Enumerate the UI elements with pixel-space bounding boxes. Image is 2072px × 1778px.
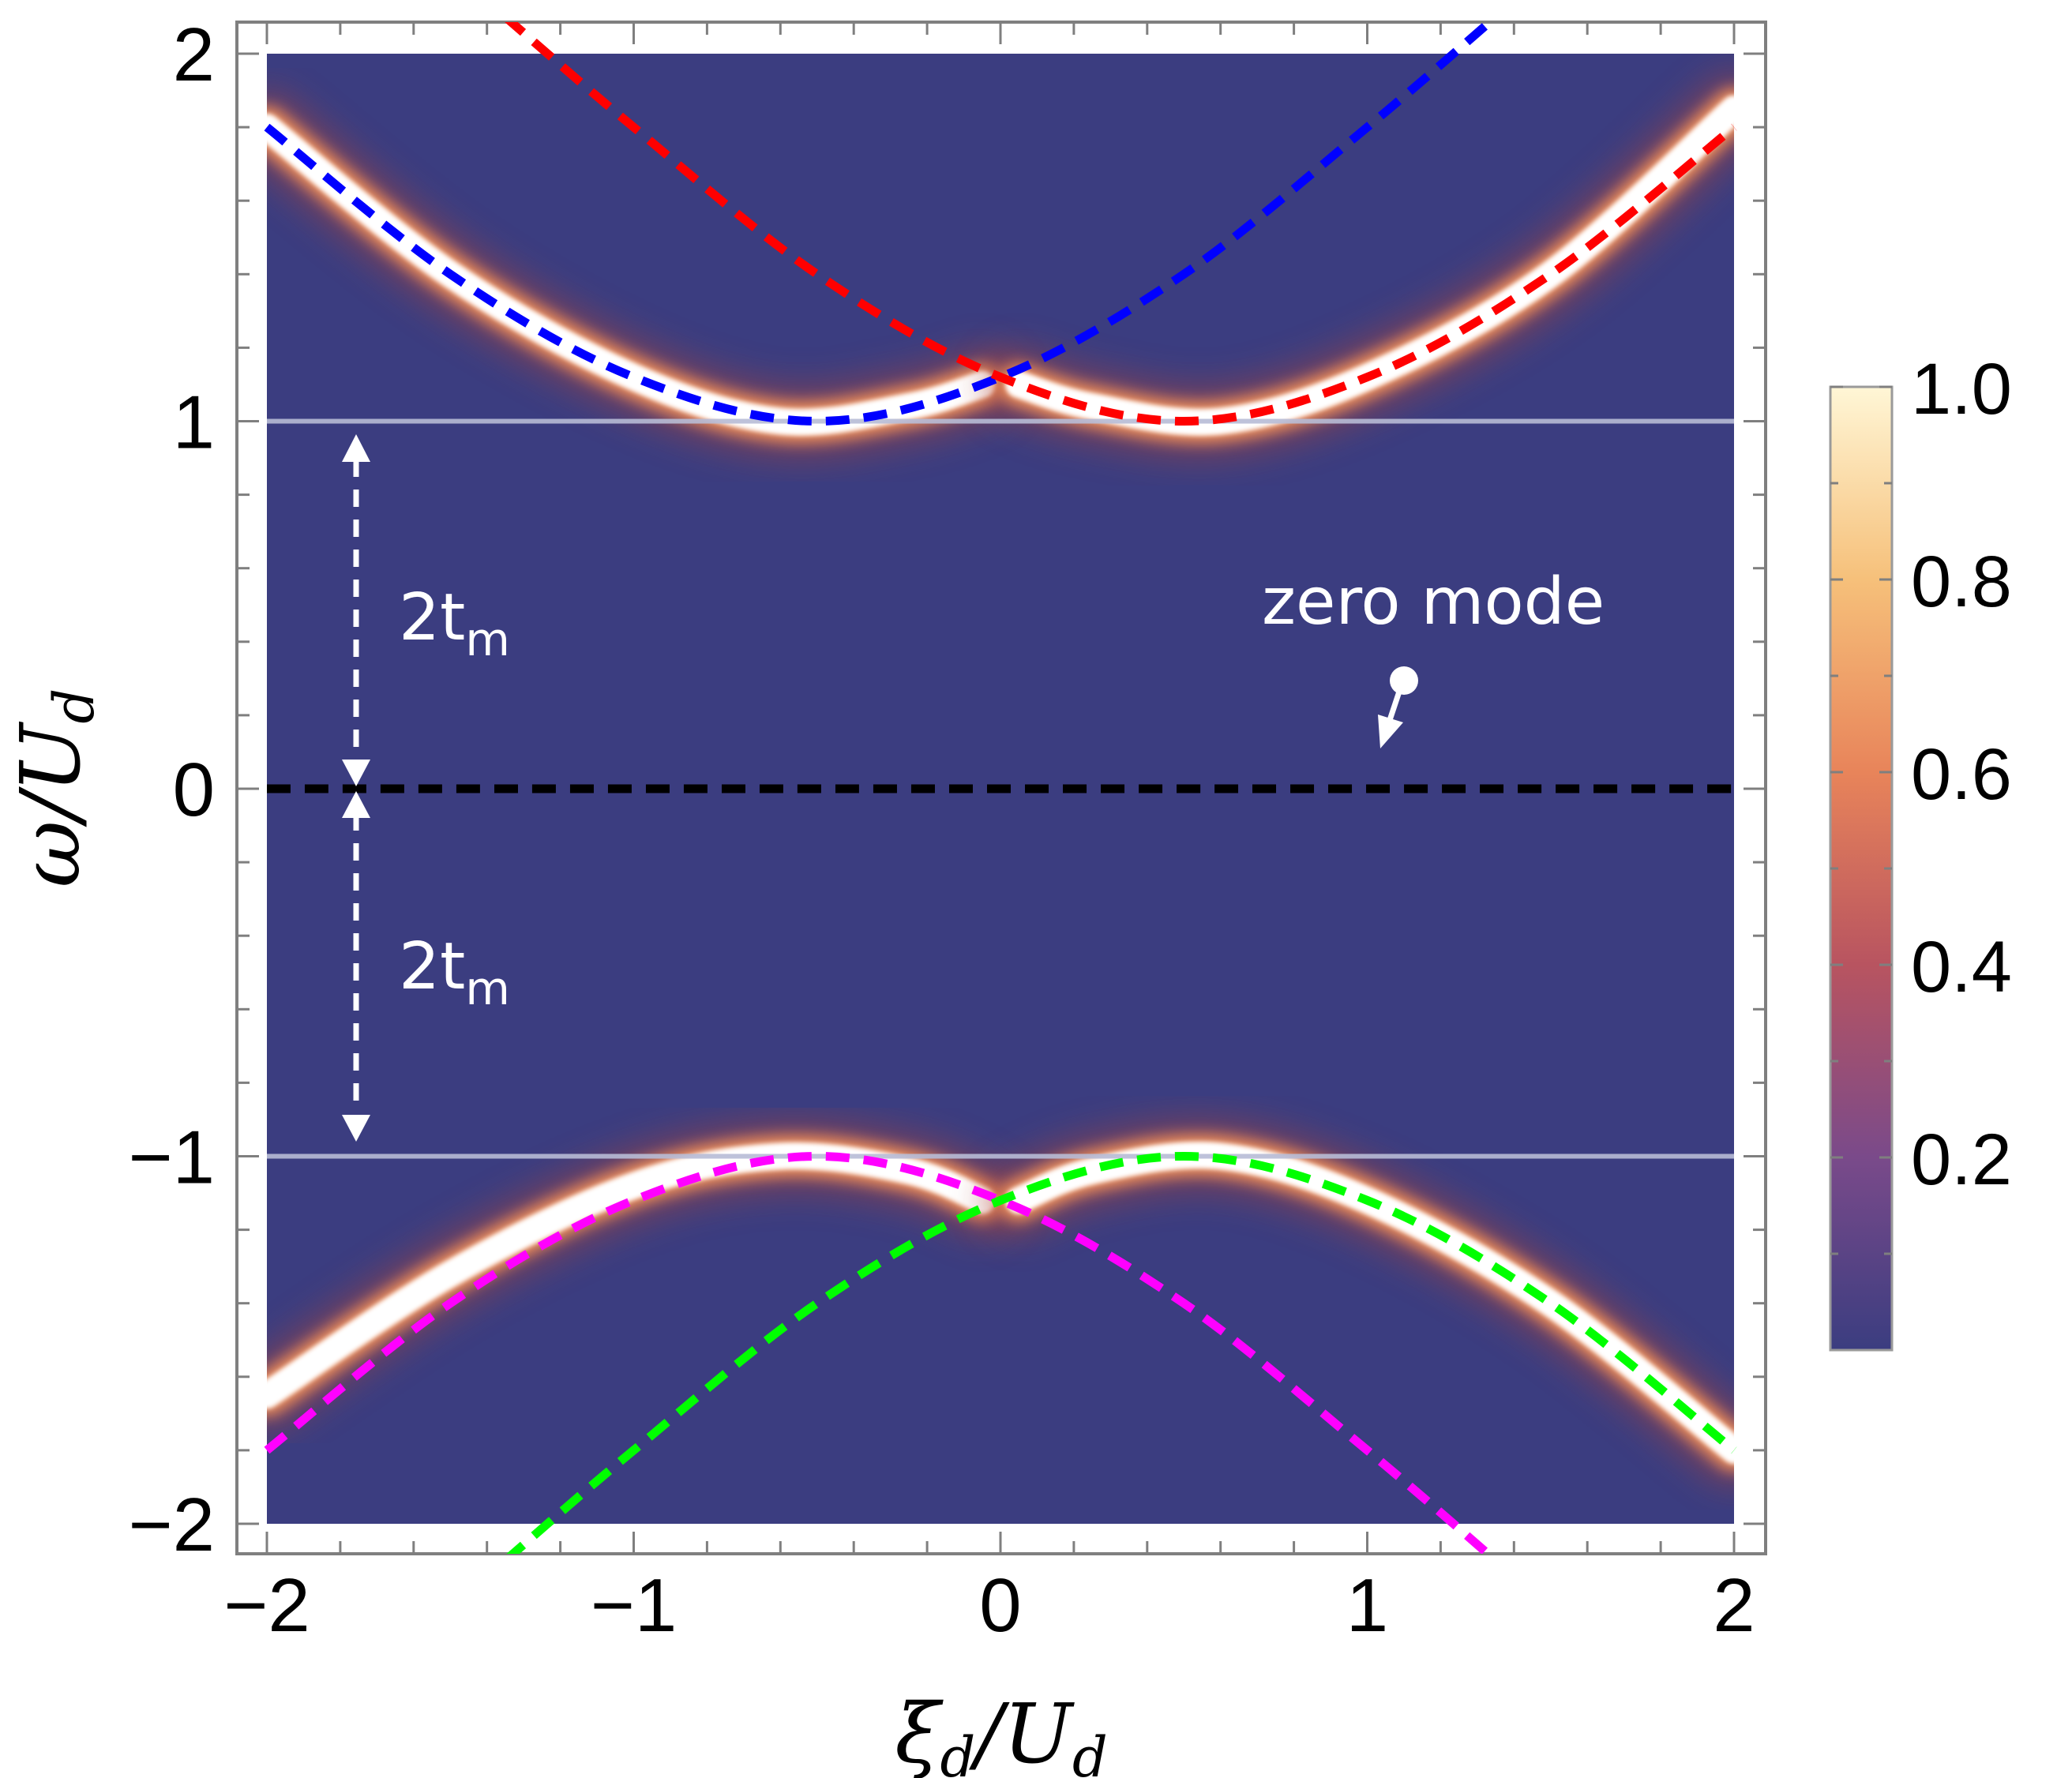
gap-label-lower: 2tm xyxy=(399,929,510,1015)
x-tick-label: 0 xyxy=(979,1563,1021,1648)
gap-arrow-lower-head-top xyxy=(342,791,370,818)
zero-mode-pointer-dot xyxy=(1390,666,1418,695)
x-tick-label: −1 xyxy=(591,1563,677,1648)
zero-mode-label: zero mode xyxy=(1262,565,1605,640)
colorbar-tick-label: 1.0 xyxy=(1911,349,2012,429)
zero-mode-pointer-shaft xyxy=(1387,685,1404,722)
x-tick-label: 1 xyxy=(1346,1563,1388,1648)
band-core xyxy=(1005,95,1734,436)
dashed-curve xyxy=(264,1151,1495,1554)
colorbar-tick-label: 0.2 xyxy=(1911,1120,2012,1200)
x-tick-label: 2 xyxy=(1713,1563,1755,1648)
zero-mode-pointer xyxy=(1378,666,1418,748)
y-axis-label: ω/Ud xyxy=(2,688,107,887)
y-tick-label: 0 xyxy=(173,748,215,832)
colorbar-tick-label: 0.6 xyxy=(1911,734,2012,815)
gap-arrow-lower-head-bottom xyxy=(342,1115,370,1142)
y-tick-label: 2 xyxy=(173,13,215,97)
gap-arrow-upper-head-top xyxy=(342,434,370,462)
reference-lines xyxy=(267,418,1734,1159)
gap-arrows xyxy=(342,434,370,1142)
band-core xyxy=(1005,1142,1734,1464)
colorbar xyxy=(1829,385,1894,1352)
x-axis-label: ξd/Ud xyxy=(895,1686,1108,1778)
dashed-curve xyxy=(506,1151,1737,1554)
y-tick-label: −2 xyxy=(129,1483,215,1567)
colorbar-tick-label: 0.8 xyxy=(1911,542,2012,622)
tick-labels: −2 −1 0 1 2 −2 −1 0 1 2 xyxy=(129,13,1755,1648)
zero-mode-pointer-head xyxy=(1378,715,1403,748)
gap-arrow-upper-head-bottom xyxy=(342,760,370,786)
dashed-series xyxy=(264,22,1737,1554)
dashed-curve xyxy=(264,22,1496,426)
x-tick-label: −2 xyxy=(223,1563,310,1648)
y-tick-label: 1 xyxy=(173,381,215,465)
dashed-curve xyxy=(505,22,1737,426)
y-tick-label: −1 xyxy=(129,1116,215,1200)
colorbar-ticks: 0.2 0.4 0.6 0.8 1.0 xyxy=(1830,349,2012,1255)
colorbar-tick-label: 0.4 xyxy=(1911,927,2012,1007)
gap-label-upper: 2tm xyxy=(399,580,510,666)
frame-ticks xyxy=(237,22,1766,1554)
